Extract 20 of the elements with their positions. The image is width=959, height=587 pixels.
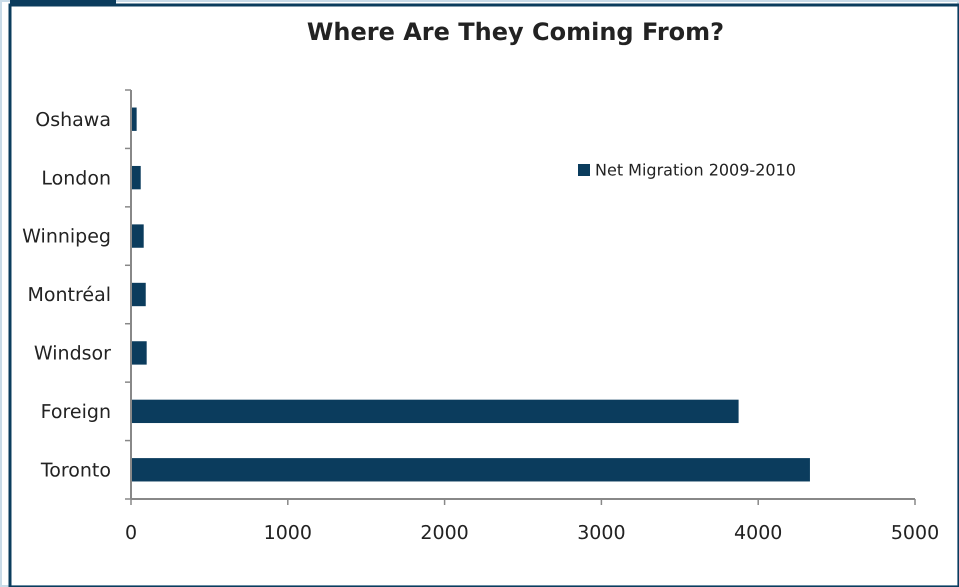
bar bbox=[131, 224, 144, 248]
y-tick-label: Montréal bbox=[27, 284, 111, 306]
y-tick-label: Windsor bbox=[34, 342, 112, 365]
y-tick-label: Toronto bbox=[40, 459, 111, 482]
x-tick-label: 1000 bbox=[264, 522, 312, 544]
x-tick-label: 2000 bbox=[420, 522, 469, 544]
y-tick-label: London bbox=[41, 167, 111, 190]
y-tick-label: Winnipeg bbox=[22, 226, 111, 248]
y-tick-label: Oshawa bbox=[35, 108, 111, 131]
bar bbox=[131, 400, 739, 424]
x-tick-label: 4000 bbox=[734, 522, 782, 544]
x-tick-label: 0 bbox=[124, 522, 138, 544]
bar bbox=[131, 341, 147, 365]
chart-title: Where Are They Coming From? bbox=[306, 18, 724, 46]
bar bbox=[131, 458, 810, 482]
x-tick-label: 3000 bbox=[577, 522, 626, 544]
bar bbox=[131, 282, 146, 306]
y-tick-label: Foreign bbox=[40, 401, 111, 424]
legend-label: Net Migration 2009-2010 bbox=[595, 160, 796, 180]
x-tick-label: 5000 bbox=[890, 522, 940, 544]
